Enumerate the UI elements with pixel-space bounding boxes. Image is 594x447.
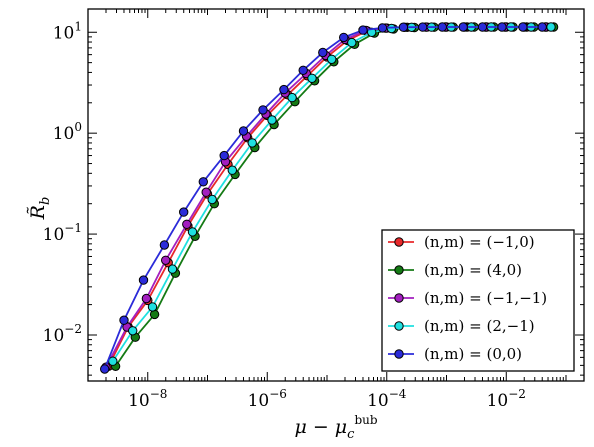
legend-swatch-marker bbox=[394, 237, 404, 247]
data-point bbox=[518, 22, 528, 32]
legend-label: (n,m) = (−1,0) bbox=[424, 233, 535, 251]
legend-entry: (n,m) = (−1,−1) bbox=[388, 289, 547, 307]
legend-swatch-marker bbox=[394, 321, 404, 331]
y-tick-label: 10−1 bbox=[43, 221, 82, 245]
data-point bbox=[307, 73, 317, 84]
data-point bbox=[247, 138, 257, 148]
data-point bbox=[227, 165, 238, 175]
data-point bbox=[238, 126, 249, 136]
data-point bbox=[437, 22, 447, 32]
data-point bbox=[267, 115, 277, 125]
x-tick-label: 10−8 bbox=[128, 387, 167, 411]
legend-box bbox=[381, 229, 575, 372]
legend-entry: (n,m) = (0,0) bbox=[388, 345, 522, 363]
legend-label: (n,m) = (2,−1) bbox=[424, 317, 535, 335]
y-axis-label: R̃b bbox=[27, 197, 53, 221]
y-tick-label: 10−2 bbox=[43, 322, 82, 346]
data-point bbox=[128, 326, 138, 336]
data-point bbox=[119, 315, 129, 325]
data-point bbox=[477, 22, 488, 32]
data-point bbox=[358, 25, 368, 35]
data-point bbox=[187, 227, 198, 237]
legend-swatch-marker bbox=[394, 349, 404, 359]
data-point bbox=[377, 23, 388, 33]
data-point bbox=[497, 22, 507, 32]
data-point bbox=[347, 37, 357, 48]
data-point bbox=[141, 293, 152, 304]
data-point bbox=[279, 84, 289, 95]
data-point bbox=[198, 177, 209, 187]
axis-ticks bbox=[87, 9, 585, 381]
data-point bbox=[179, 207, 189, 217]
legend-label: (n,m) = (4,0) bbox=[424, 261, 522, 279]
y-tick-label: 100 bbox=[53, 120, 82, 144]
data-point bbox=[258, 105, 268, 115]
x-axis-label: μ − μcbub bbox=[294, 413, 377, 442]
x-tick-label: 10−2 bbox=[487, 387, 526, 411]
x-tick-label: 10−6 bbox=[248, 387, 287, 411]
data-point bbox=[418, 22, 428, 32]
data-point bbox=[100, 364, 110, 374]
data-point bbox=[138, 275, 149, 285]
data-point bbox=[219, 150, 229, 161]
data-point bbox=[298, 65, 308, 76]
legend-entry: (n,m) = (−1,0) bbox=[388, 233, 535, 251]
series-4 bbox=[100, 22, 547, 374]
legend-entry: (n,m) = (4,0) bbox=[388, 261, 522, 279]
data-point bbox=[537, 22, 547, 32]
x-tick-labels: 10−8 10−6 10−4 10−2 bbox=[128, 387, 526, 411]
data-point bbox=[161, 255, 171, 265]
legend-label: (n,m) = (0,0) bbox=[424, 345, 522, 363]
plot-frame bbox=[87, 8, 585, 382]
legend: (n,m) = (−1,0) (n,m) = (4,0) (n,m) = (−1,−… bbox=[381, 229, 575, 372]
data-point bbox=[546, 22, 556, 32]
data-point bbox=[167, 264, 178, 274]
data-point bbox=[147, 302, 158, 312]
data-point bbox=[318, 47, 328, 58]
legend-entry: (n,m) = (2,−1) bbox=[388, 317, 535, 335]
data-point bbox=[207, 194, 217, 205]
data-point bbox=[327, 54, 337, 64]
data-point bbox=[159, 240, 170, 250]
y-tick-label: 101 bbox=[53, 19, 82, 43]
data-point bbox=[201, 187, 211, 197]
data-point bbox=[458, 22, 468, 32]
series-layer bbox=[100, 22, 559, 374]
legend-label: (n,m) = (−1,−1) bbox=[424, 289, 547, 307]
data-point bbox=[398, 22, 409, 32]
data-point bbox=[287, 92, 297, 103]
x-tick-label: 10−4 bbox=[367, 387, 407, 411]
data-point bbox=[182, 219, 192, 230]
legend-swatch-marker bbox=[394, 265, 404, 275]
data-point bbox=[339, 32, 349, 43]
legend-swatch-marker bbox=[394, 293, 404, 303]
y-tick-labels: 10−2 10−1 100 101 bbox=[43, 19, 82, 346]
